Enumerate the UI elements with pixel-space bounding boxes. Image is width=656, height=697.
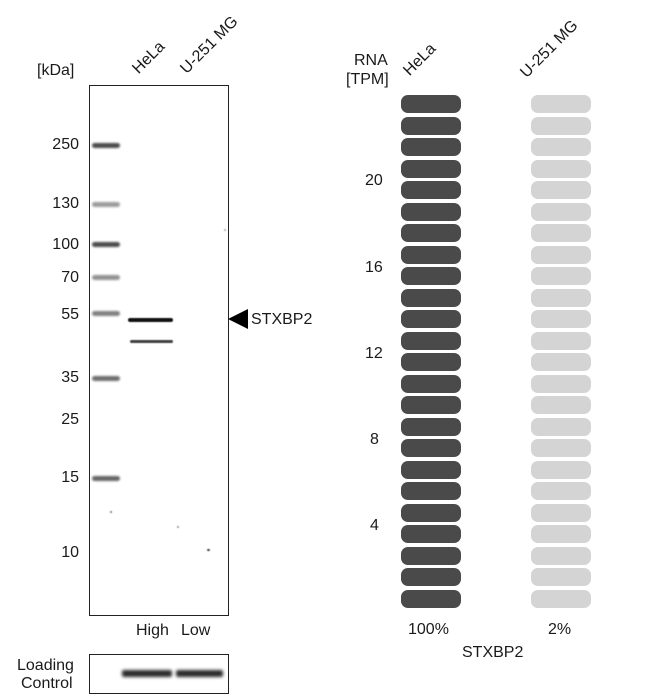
loading-band-u251 [176,670,223,677]
rna-segment [401,288,461,307]
rna-segment [531,288,591,307]
rna-scale-16: 16 [365,259,383,276]
secondary-band-hela [130,340,173,343]
marker-label-25: 25 [61,411,79,428]
rna-segment [531,417,591,436]
ladder-band-55 [92,311,120,316]
rna-bar-hela [401,95,461,610]
speck [177,526,179,528]
marker-label-15: 15 [61,469,79,486]
rna-scale-12: 12 [365,345,383,362]
rna-segment [531,503,591,522]
rna-cell-label-u251: U-251 MG [517,17,582,82]
rna-segment [531,202,591,221]
rna-scale-4: 4 [370,517,379,534]
rna-scale-20: 20 [365,172,383,189]
lane-expression-low: Low [181,622,211,639]
lane-label-hela: HeLa [129,38,169,78]
kda-unit-label: [kDa] [37,62,75,79]
rna-segment [531,181,591,199]
rna-segment [531,374,591,393]
target-label: STXBP2 [251,311,313,328]
ladder-band-35 [92,376,120,381]
speck [224,229,226,231]
rna-segment [401,417,461,436]
rna-gene-label: STXBP2 [462,644,524,661]
target-arrow-icon [228,309,248,329]
marker-label-70: 70 [61,269,79,286]
loading-control-blot [89,654,229,694]
rna-segment [401,159,461,178]
speck [110,511,112,513]
lane-expression-high: High [136,622,169,639]
marker-label-10: 10 [61,544,79,561]
rna-segment [531,482,591,500]
rna-percent-hela: 100% [408,621,449,638]
rna-segment [401,331,461,350]
rna-title-line1: RNA [354,52,388,69]
rna-segment [401,546,461,565]
ladder-band-15 [92,476,120,481]
rna-scale-8: 8 [370,431,379,448]
rna-segment [401,482,461,500]
rna-segment [401,460,461,479]
rna-segment [531,439,591,457]
rna-segment [401,374,461,393]
western-blot-image [89,85,229,616]
marker-label-55: 55 [61,306,79,323]
rna-segment [401,568,461,586]
target-band-hela [128,318,173,322]
rna-segment [401,353,461,371]
rna-segment [401,503,461,522]
rna-segment [531,331,591,350]
marker-label-250: 250 [52,136,79,153]
rna-segment [531,159,591,178]
rna-segment [531,95,591,113]
loading-band-hela [122,670,172,677]
rna-bar-u251 [531,95,591,610]
rna-segment [531,245,591,264]
rna-segment [401,310,461,328]
rna-segment [401,202,461,221]
rna-segment [531,568,591,586]
rna-segment [401,116,461,135]
rna-segment [531,546,591,565]
rna-segment [401,181,461,199]
rna-segment [531,310,591,328]
rna-percent-u251: 2% [548,621,572,638]
lane-label-u251: U-251 MG [177,13,242,78]
rna-segment [401,95,461,113]
ladder-band-100 [92,242,120,247]
rna-segment [531,267,591,285]
rna-segment [401,396,461,414]
rna-segment [401,439,461,457]
rna-segment [531,525,591,543]
rna-segment [531,138,591,156]
rna-cell-label-hela: HeLa [400,40,440,80]
rna-segment [531,116,591,135]
ladder-band-70 [92,275,120,280]
ladder-band-250 [92,143,120,148]
rna-segment [401,589,461,608]
rna-segment [531,353,591,371]
marker-label-35: 35 [61,369,79,386]
speck [207,549,210,551]
rna-segment [401,245,461,264]
rna-title-line2: [TPM] [346,71,389,88]
rna-segment [531,224,591,242]
rna-segment [401,224,461,242]
rna-segment [531,396,591,414]
loading-control-label-line2: Control [21,675,73,692]
rna-segment [401,525,461,543]
ladder-band-130 [92,202,120,207]
rna-segment [401,267,461,285]
loading-control-label-line1: Loading [17,657,74,674]
rna-segment [401,138,461,156]
marker-label-130: 130 [52,195,79,212]
rna-segment [531,460,591,479]
rna-segment [531,589,591,608]
marker-label-100: 100 [52,236,79,253]
